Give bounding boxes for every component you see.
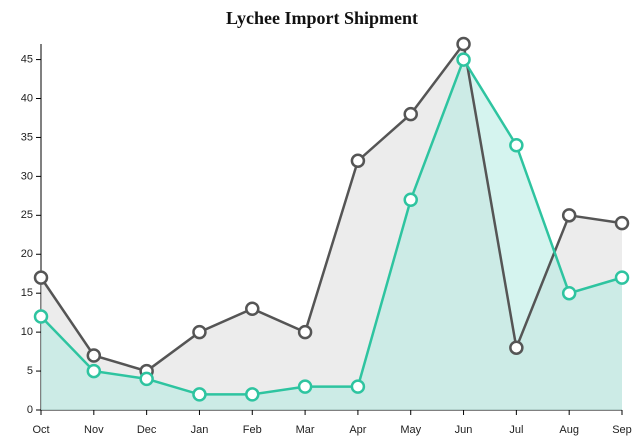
point: [614, 215, 630, 231]
y-tick-label: 10: [21, 326, 33, 338]
x-tick-label: Apr: [349, 424, 366, 436]
point: [561, 285, 577, 301]
line: [39, 40, 623, 373]
x-tick-label: Jan: [191, 424, 209, 436]
y-tick-label: 40: [21, 92, 33, 104]
point: [192, 324, 207, 340]
point: [403, 192, 418, 207]
point: [614, 270, 630, 285]
x-tick-label: May: [400, 424, 421, 436]
y-tick-label: 25: [21, 209, 33, 221]
x-tick-label: Mar: [296, 424, 315, 436]
point: [33, 309, 49, 324]
y-tick-label: 5: [27, 365, 33, 377]
x-tick-label: Oct: [32, 424, 49, 436]
x-tick-label: Sep: [612, 424, 632, 436]
point: [86, 363, 102, 379]
point: [297, 324, 313, 340]
y-tick-label: 0: [27, 404, 33, 416]
chart-title: Lychee Import Shipment: [226, 8, 418, 28]
y-tick-label: 30: [21, 170, 33, 182]
x-tick-label: Dec: [137, 424, 157, 436]
point: [350, 379, 366, 394]
y-tick-label: 35: [21, 131, 33, 143]
point: [86, 348, 102, 363]
point: [456, 36, 471, 52]
x-tick-label: Aug: [559, 424, 579, 436]
point: [509, 137, 524, 153]
point: [245, 387, 260, 402]
y-tick-label: 15: [21, 287, 33, 299]
point: [561, 208, 577, 223]
point: [33, 270, 49, 285]
y-tick-label: 20: [21, 248, 33, 260]
line: [40, 56, 623, 396]
x-tick-label: Feb: [243, 424, 262, 436]
point: [403, 106, 418, 122]
area: [41, 59, 622, 411]
y-tick-label: 45: [21, 53, 33, 65]
point: [456, 52, 471, 67]
point: [245, 301, 260, 317]
x-tick-label: Nov: [84, 424, 104, 436]
point: [509, 340, 524, 355]
point: [350, 153, 366, 169]
point: [192, 387, 207, 402]
point: [139, 371, 154, 387]
x-tick-label: Jul: [509, 424, 523, 436]
x-tick-label: Jun: [455, 424, 473, 436]
point: [297, 379, 313, 394]
